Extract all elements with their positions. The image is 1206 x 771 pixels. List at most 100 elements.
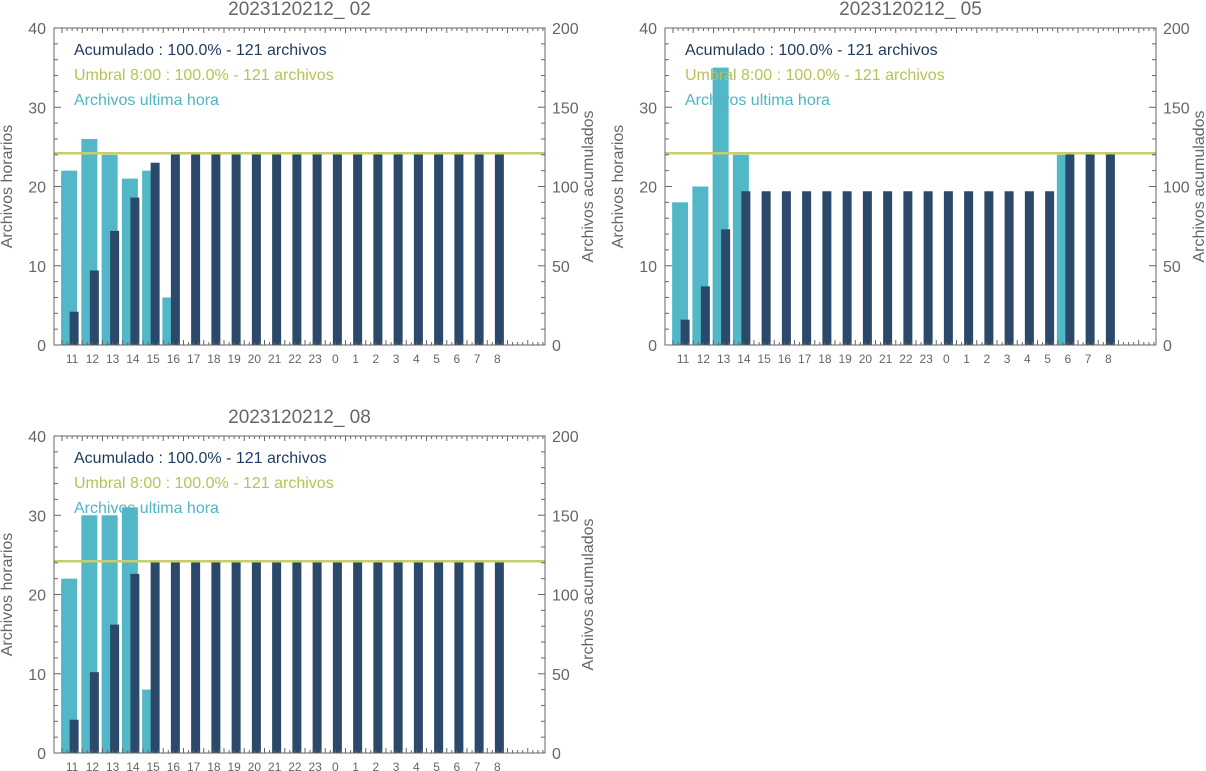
cumulative-bar: [130, 197, 140, 345]
hourly-bar: [672, 202, 689, 345]
cumulative-bar: [1085, 153, 1095, 345]
x-tick-label: 23: [308, 352, 322, 366]
x-tick-label: 20: [248, 352, 262, 366]
y2-tick-label: 150: [552, 508, 579, 525]
x-tick-label: 6: [454, 352, 461, 366]
x-tick-label: 3: [1004, 352, 1011, 366]
y-tick-label: 0: [37, 746, 46, 763]
x-tick-label: 11: [66, 352, 79, 366]
cumulative-bar: [353, 561, 363, 753]
cumulative-bar: [69, 719, 79, 753]
x-tick-label: 22: [288, 760, 302, 771]
hourly-bar: [61, 170, 78, 345]
cumulative-bar: [292, 153, 302, 345]
x-tick-label: 5: [433, 760, 440, 771]
cumulative-bar: [1045, 191, 1055, 345]
legend-umbral: Umbral 8:00 : 100.0% - 121 archivos: [685, 67, 945, 84]
cumulative-bar: [494, 561, 504, 753]
y2-tick-label: 150: [552, 100, 579, 117]
legend-ultima-hora: Archivos ultima hora: [74, 92, 219, 109]
cumulative-bar: [434, 561, 444, 753]
chart-title: 2023120212_ 02: [228, 0, 371, 20]
x-tick-label: 14: [126, 760, 140, 771]
x-tick-label: 16: [778, 352, 792, 366]
cumulative-bar: [191, 153, 201, 345]
cumulative-bar: [802, 191, 812, 345]
cumulative-bar: [272, 561, 282, 753]
x-tick-label: 20: [248, 760, 262, 771]
x-tick-label: 22: [899, 352, 913, 366]
x-tick-label: 3: [393, 352, 400, 366]
y-tick-label: 30: [28, 100, 46, 117]
cumulative-bar: [721, 229, 731, 345]
y2-tick-label: 50: [552, 667, 570, 684]
cumulative-bar: [150, 162, 160, 345]
x-tick-label: 14: [737, 352, 751, 366]
x-tick-label: 23: [919, 352, 933, 366]
cumulative-bar: [150, 561, 160, 753]
x-tick-label: 0: [943, 352, 950, 366]
cumulative-bar: [373, 153, 383, 345]
y-axis-label: Archivos horarios: [0, 533, 16, 657]
x-tick-label: 18: [818, 352, 832, 366]
x-tick-label: 1: [963, 352, 970, 366]
x-tick-label: 7: [474, 352, 481, 366]
x-tick-label: 13: [106, 760, 120, 771]
cumulative-bar: [413, 153, 423, 345]
y2-tick-label: 0: [1163, 338, 1172, 355]
x-tick-label: 19: [838, 352, 852, 366]
x-tick-label: 2: [373, 760, 380, 771]
cumulative-bar: [251, 561, 261, 753]
y-tick-label: 40: [639, 21, 657, 38]
cumulative-bar: [741, 191, 751, 345]
cumulative-bar: [89, 672, 99, 753]
x-tick-label: 3: [393, 760, 400, 771]
cumulative-bar: [373, 561, 383, 753]
x-tick-label: 13: [106, 352, 120, 366]
x-tick-label: 7: [474, 760, 481, 771]
chart-title: 2023120212_ 08: [228, 407, 371, 428]
cumulative-bar: [494, 153, 504, 345]
x-tick-label: 11: [677, 352, 690, 366]
cumulative-bar: [454, 561, 464, 753]
x-tick-label: 12: [86, 760, 100, 771]
x-tick-label: 7: [1085, 352, 1092, 366]
x-tick-label: 21: [268, 760, 282, 771]
cumulative-bar: [413, 561, 423, 753]
cumulative-bar: [312, 561, 322, 753]
cumulative-bar: [1024, 191, 1034, 345]
cumulative-bar: [211, 153, 221, 345]
x-tick-label: 8: [494, 760, 501, 771]
cumulative-bar: [353, 153, 363, 345]
x-tick-label: 15: [146, 352, 160, 366]
y2-tick-label: 200: [1163, 21, 1190, 38]
cumulative-bar: [211, 561, 221, 753]
x-tick-label: 5: [433, 352, 440, 366]
cumulative-bar: [454, 153, 464, 345]
legend-acumulado: Acumulado : 100.0% - 121 archivos: [685, 42, 938, 59]
cumulative-bar: [312, 153, 322, 345]
cumulative-bar: [943, 191, 953, 345]
cumulative-bar: [923, 191, 933, 345]
x-tick-label: 1: [352, 760, 359, 771]
x-tick-label: 19: [227, 352, 241, 366]
x-tick-label: 18: [207, 352, 221, 366]
cumulative-bar: [680, 319, 690, 345]
x-tick-label: 0: [332, 352, 339, 366]
x-tick-label: 19: [227, 760, 241, 771]
x-tick-label: 4: [1024, 352, 1031, 366]
y2-axis-label: Archivos acumulados: [1191, 110, 1206, 262]
legend-acumulado: Acumulado : 100.0% - 121 archivos: [74, 42, 327, 59]
y2-tick-label: 200: [552, 429, 579, 446]
cumulative-bar: [862, 191, 872, 345]
cumulative-bar: [822, 191, 832, 345]
y-tick-label: 40: [28, 21, 46, 38]
legend-umbral: Umbral 8:00 : 100.0% - 121 archivos: [74, 67, 334, 84]
x-tick-label: 16: [167, 352, 181, 366]
x-tick-label: 1: [352, 352, 359, 366]
cumulative-bar: [700, 286, 710, 345]
cumulative-bar: [1004, 191, 1014, 345]
cumulative-bar: [110, 624, 120, 753]
